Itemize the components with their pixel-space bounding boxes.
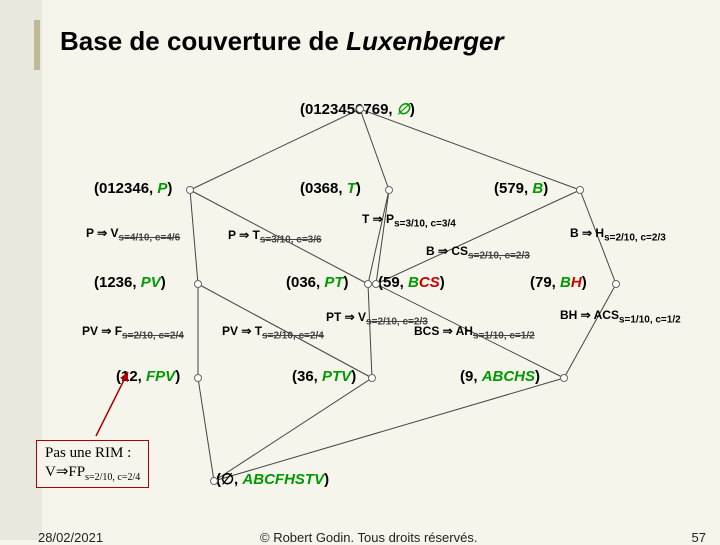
footer-date: 28/02/2021 xyxy=(38,530,103,545)
footer-page: 57 xyxy=(692,530,706,545)
note-line1: Pas une RIM : xyxy=(45,445,140,462)
note-box: Pas une RIM : V⇒FPs=2/10, c=2/4 xyxy=(36,440,149,488)
note-line2: V⇒FPs=2/10, c=2/4 xyxy=(45,462,140,483)
footer-copyright: © Robert Godin. Tous droits réservés. xyxy=(260,530,477,545)
